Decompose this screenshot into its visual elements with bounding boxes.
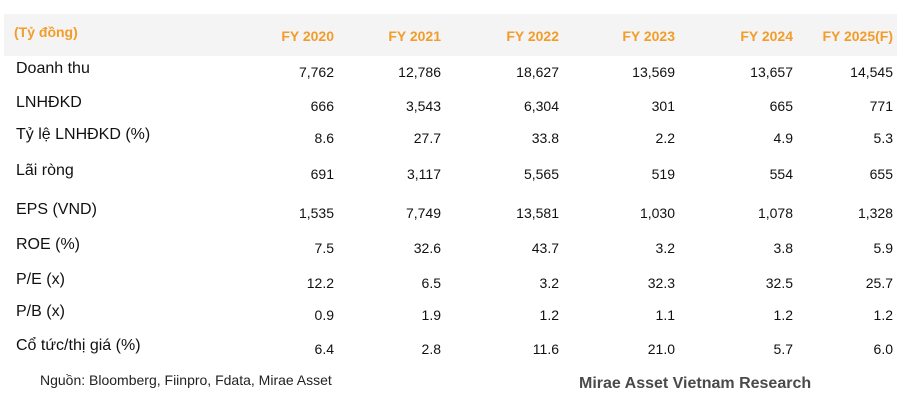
- table-cell: 6.4: [314, 341, 334, 357]
- table-row: Tỷ lệ LNHĐKD (%) 8.6 27.7 33.8 2.2 4.9 5.3: [0, 126, 903, 150]
- table-cell: 13,657: [750, 64, 793, 80]
- table-cell: 4.9: [773, 130, 793, 146]
- table-cell: 1,328: [857, 205, 893, 221]
- table-cell: 3.2: [539, 275, 559, 291]
- table-cell: 691: [310, 166, 334, 182]
- row-label: ROE (%): [16, 236, 80, 253]
- table-cell: 27.7: [413, 130, 441, 146]
- table-cell: 8.6: [314, 130, 334, 146]
- table-cell: 11.6: [532, 341, 559, 357]
- table-row: P/B (x) 0.9 1.9 1.2 1.1 1.2 1.2: [0, 303, 903, 327]
- table-row: Cổ tức/thị giá (%) 6.4 2.8 11.6 21.0 5.7 6.0: [0, 337, 903, 361]
- table-cell: 32.5: [765, 275, 793, 291]
- table-cell: 2.2: [655, 130, 675, 146]
- table-cell: 666: [310, 98, 334, 114]
- row-label: LNHĐKD: [16, 94, 82, 111]
- table-cell: 21.0: [647, 341, 675, 357]
- source-note: Nguồn: Bloomberg, Fiinpro, Fdata, Mirae …: [40, 372, 332, 388]
- table-cell: 13,581: [516, 205, 559, 221]
- table-cell: 12.2: [306, 275, 334, 291]
- table-cell: 5,565: [523, 166, 559, 182]
- year-header: FY 2024: [740, 28, 793, 44]
- row-label: Tỷ lệ LNHĐKD (%): [16, 126, 151, 143]
- table-cell: 519: [651, 166, 675, 182]
- table-cell: 1.9: [421, 307, 441, 323]
- table-cell: 3.2: [655, 240, 675, 256]
- table-cell: 43.7: [531, 240, 559, 256]
- table-cell: 1,535: [298, 205, 334, 221]
- table-cell: 3,543: [405, 98, 441, 114]
- table-cell: 7,762: [298, 64, 334, 80]
- table-cell: 14,545: [850, 64, 893, 80]
- unit-label: (Tỷ đồng): [14, 24, 78, 40]
- table-row: LNHĐKD 666 3,543 6,304 301 665 771: [0, 94, 903, 118]
- table-cell: 5.3: [873, 130, 893, 146]
- table-header: [4, 14, 897, 56]
- table-cell: 5.9: [873, 240, 893, 256]
- table-cell: 3.8: [773, 240, 793, 256]
- row-label: Cổ tức/thị giá (%): [16, 337, 141, 354]
- table-cell: 13,569: [632, 64, 675, 80]
- table-cell: 5.7: [773, 341, 793, 357]
- table-row: Doanh thu 7,762 12,786 18,627 13,569 13,657 14…: [0, 60, 903, 84]
- year-header: FY 2023: [622, 28, 675, 44]
- table-cell: 1.2: [773, 307, 793, 323]
- table-cell: 771: [869, 98, 893, 114]
- table-cell: 1.2: [873, 307, 893, 323]
- table-cell: 6.0: [873, 341, 893, 357]
- row-label: EPS (VND): [16, 201, 97, 218]
- table-cell: 6,304: [523, 98, 559, 114]
- table-cell: 6.5: [421, 275, 441, 291]
- table-cell: 25.7: [865, 275, 893, 291]
- table-cell: 2.8: [421, 341, 441, 357]
- table-cell: 0.9: [314, 307, 334, 323]
- table-cell: 1,078: [757, 205, 793, 221]
- table-cell: 665: [769, 98, 793, 114]
- year-header: FY 2022: [506, 28, 559, 44]
- table-cell: 7,749: [405, 205, 441, 221]
- table-cell: 1,030: [639, 205, 675, 221]
- row-label: Doanh thu: [16, 60, 90, 77]
- table-cell: 12,786: [398, 64, 441, 80]
- table-cell: 1.1: [655, 307, 675, 323]
- table-cell: 32.6: [413, 240, 441, 256]
- row-label: P/B (x): [16, 303, 65, 320]
- table-cell: 32.3: [647, 275, 675, 291]
- table-cell: 655: [869, 166, 893, 182]
- year-header: FY 2025(F): [822, 28, 893, 44]
- row-label: P/E (x): [16, 271, 65, 288]
- year-header: FY 2021: [388, 28, 441, 44]
- table-cell: 18,627: [516, 64, 559, 80]
- table-row: P/E (x) 12.2 6.5 3.2 32.3 32.5 25.7: [0, 271, 903, 295]
- table-row: Lãi ròng 691 3,117 5,565 519 554 655: [0, 162, 903, 186]
- table-cell: 33.8: [531, 130, 559, 146]
- table-row: EPS (VND) 1,535 7,749 13,581 1,030 1,078 1,328: [0, 201, 903, 225]
- table-cell: 301: [651, 98, 675, 114]
- table-cell: 3,117: [407, 166, 441, 182]
- table-row: ROE (%) 7.5 32.6 43.7 3.2 3.8 5.9: [0, 236, 903, 260]
- table-cell: 554: [769, 166, 793, 182]
- year-header: FY 2020: [281, 28, 334, 44]
- table-cell: 1.2: [539, 307, 559, 323]
- row-label: Lãi ròng: [16, 162, 74, 179]
- research-brand: Mirae Asset Vietnam Research: [579, 375, 812, 392]
- table-cell: 7.5: [314, 240, 334, 256]
